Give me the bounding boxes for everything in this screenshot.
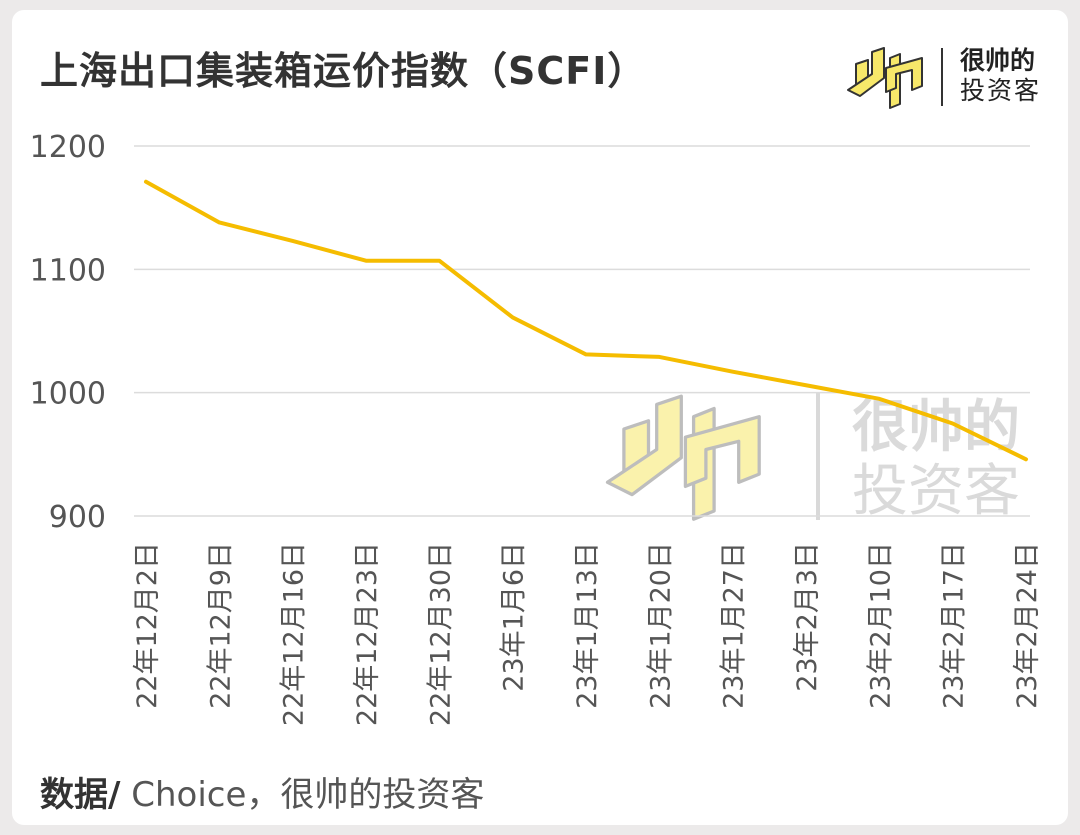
- x-tick-label: 22年12月30日: [425, 542, 456, 726]
- x-tick-label: 23年2月3日: [792, 542, 823, 692]
- grid-lines: [134, 145, 1030, 517]
- watermark-divider: [816, 392, 820, 520]
- brand-name: 很帅的 投资客: [960, 46, 1041, 106]
- x-tick-label: 23年2月10日: [865, 542, 896, 709]
- x-tick-label: 22年12月23日: [352, 542, 383, 726]
- y-tick-label: 900: [49, 500, 106, 535]
- y-axis-ticks: 900 1000 1100 1200: [30, 130, 106, 535]
- x-tick-label: 22年12月16日: [279, 542, 310, 726]
- brand-line-2: 投资客: [960, 76, 1042, 105]
- x-tick-label: 23年1月27日: [719, 542, 750, 709]
- x-tick-label: 23年2月24日: [1012, 542, 1043, 709]
- brand-line-1: 很帅的: [960, 46, 1036, 75]
- source-text: Choice，很帅的投资客: [120, 775, 485, 815]
- source-label: 数据/: [40, 775, 121, 815]
- y-tick-label: 1000: [30, 377, 106, 412]
- x-tick-label: 23年2月17日: [939, 542, 970, 709]
- series-group: [144, 179, 1028, 462]
- watermark-mark-icon: [605, 394, 761, 521]
- source-note: 数据/ Choice，很帅的投资客: [40, 767, 484, 816]
- x-tick-label: 23年1月13日: [572, 542, 603, 709]
- x-tick-label: 22年12月2日: [132, 542, 163, 709]
- brand-logo: 很帅的 投资客: [838, 44, 1048, 116]
- watermark: 很帅的 投资客: [605, 392, 1020, 524]
- x-tick-label: 23年1月6日: [499, 542, 530, 692]
- watermark-line-2: 投资客: [852, 459, 1020, 524]
- line-chart: 很帅的 投资客 900 1000 1100 1200 22年12月2日 22年12月9日…: [30, 130, 1043, 726]
- y-tick-label: 1100: [30, 253, 106, 288]
- chart-card: 上海出口集装箱运价指数（SCFI） 很帅的 投资客 很帅的: [12, 10, 1068, 825]
- x-tick-label: 23年1月20日: [645, 542, 676, 709]
- y-tick-label: 1200: [30, 130, 106, 165]
- logo-divider: [941, 48, 943, 106]
- x-tick-label: 22年12月9日: [205, 542, 236, 709]
- page-title: 上海出口集装箱运价指数（SCFI）: [40, 49, 647, 93]
- watermark-line-1: 很帅的: [852, 395, 1020, 460]
- x-axis-ticks: 22年12月2日 22年12月9日 22年12月16日 22年12月23日 22年12月…: [132, 542, 1043, 726]
- brand-mark-icon: [847, 47, 923, 109]
